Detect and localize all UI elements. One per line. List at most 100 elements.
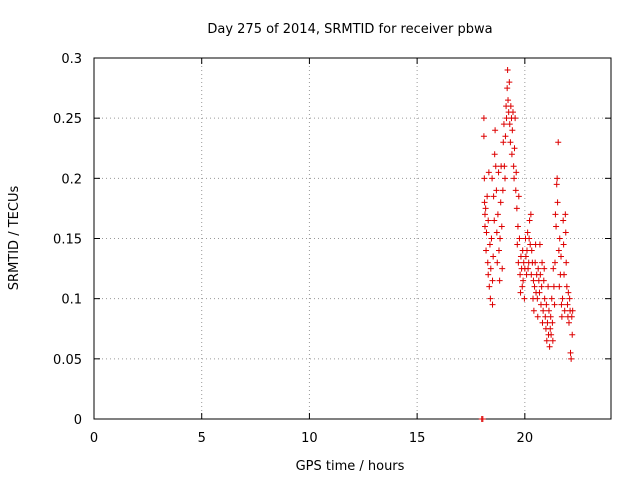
data-point xyxy=(549,337,556,344)
data-point xyxy=(526,235,533,242)
data-point xyxy=(527,241,534,248)
data-point xyxy=(556,235,563,242)
chart-title: Day 275 of 2014, SRMTID for receiver pbw… xyxy=(207,22,492,37)
data-point xyxy=(497,199,504,206)
data-point xyxy=(545,283,552,290)
data-point xyxy=(540,277,547,284)
data-point xyxy=(558,313,565,320)
data-point xyxy=(569,307,576,314)
x-tick-label: 10 xyxy=(301,431,318,446)
data-point xyxy=(517,271,524,278)
data-point xyxy=(547,313,554,320)
axis-ticks: 0 5 10 15 20 0 0.05 0.1 0.15 0.2 0.25 0.3 xyxy=(53,52,611,446)
data-point xyxy=(500,139,507,146)
data-point xyxy=(494,259,501,266)
data-point xyxy=(541,295,548,302)
data-point xyxy=(505,97,512,104)
data-point xyxy=(490,193,497,200)
data-point xyxy=(512,187,519,194)
y-tick-label: 0 xyxy=(74,413,82,428)
data-point xyxy=(543,301,550,308)
data-point xyxy=(558,253,565,260)
data-point xyxy=(537,301,544,308)
x-tick-label: 20 xyxy=(517,431,534,446)
data-point xyxy=(499,265,506,272)
data-point xyxy=(481,175,488,182)
data-point xyxy=(513,205,520,212)
data-point xyxy=(565,319,572,326)
data-point xyxy=(486,241,493,248)
x-tick-label: 5 xyxy=(198,431,206,446)
data-point xyxy=(548,331,555,338)
data-point xyxy=(490,253,497,260)
data-point xyxy=(514,241,521,248)
data-point xyxy=(489,175,496,182)
data-point xyxy=(561,271,568,278)
data-point xyxy=(513,169,520,176)
data-point xyxy=(526,217,533,224)
data-point xyxy=(494,211,501,218)
data-point xyxy=(487,295,494,302)
data-point xyxy=(493,187,500,194)
y-tick-label: 0.15 xyxy=(53,233,82,248)
data-point xyxy=(541,265,548,272)
data-point xyxy=(562,211,569,218)
data-point xyxy=(509,109,516,116)
data-points xyxy=(478,67,576,422)
data-point xyxy=(499,187,506,194)
data-point xyxy=(510,163,517,170)
data-point xyxy=(528,247,535,254)
data-point xyxy=(532,259,539,266)
data-point xyxy=(486,283,493,290)
data-point xyxy=(568,313,575,320)
data-point xyxy=(525,265,532,272)
data-point xyxy=(549,319,556,326)
data-point xyxy=(485,271,492,278)
data-point xyxy=(555,247,562,254)
data-point xyxy=(561,307,568,314)
data-point xyxy=(550,265,557,272)
data-point xyxy=(506,121,513,128)
data-point xyxy=(508,151,515,158)
data-point xyxy=(534,313,541,320)
data-point xyxy=(559,295,566,302)
data-point xyxy=(546,343,553,350)
data-point xyxy=(511,175,518,182)
data-point xyxy=(566,295,573,302)
data-point xyxy=(554,175,561,182)
data-point xyxy=(530,277,537,284)
data-point xyxy=(534,295,541,302)
data-point xyxy=(519,283,526,290)
data-point xyxy=(491,151,498,158)
data-point xyxy=(511,145,518,152)
y-tick-label: 0.25 xyxy=(53,112,82,127)
data-point xyxy=(542,313,549,320)
data-point xyxy=(502,133,509,140)
data-point xyxy=(550,283,557,290)
data-point xyxy=(517,289,524,296)
y-tick-label: 0.05 xyxy=(53,353,82,368)
data-point xyxy=(487,265,494,272)
data-point xyxy=(482,205,489,212)
data-point xyxy=(489,277,496,284)
data-point xyxy=(560,217,567,224)
data-point xyxy=(491,217,498,224)
data-point xyxy=(479,416,486,422)
data-point xyxy=(488,235,495,242)
data-point xyxy=(480,133,487,140)
data-point xyxy=(527,211,534,218)
data-point xyxy=(515,259,522,266)
data-point xyxy=(481,223,488,230)
data-point xyxy=(509,127,516,134)
data-point xyxy=(558,301,565,308)
data-point xyxy=(493,229,500,236)
data-point xyxy=(500,121,507,128)
data-point xyxy=(514,223,521,230)
y-tick-label: 0.1 xyxy=(61,293,82,308)
data-point xyxy=(524,229,531,236)
data-point xyxy=(539,259,546,266)
plot-frame xyxy=(93,57,612,420)
y-tick-label: 0.3 xyxy=(61,52,82,67)
data-point xyxy=(569,331,576,338)
